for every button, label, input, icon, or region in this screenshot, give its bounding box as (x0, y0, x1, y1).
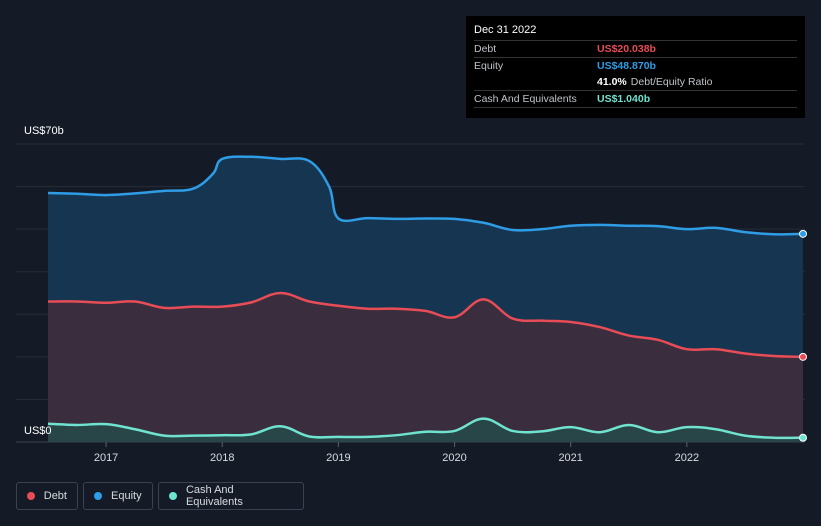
tooltip-cash-value: US$1.040b (597, 93, 651, 105)
chart-areas (48, 156, 803, 443)
cash-dot-icon (169, 492, 177, 500)
chart-end-markers (799, 229, 807, 442)
legend-debt-label: Debt (43, 490, 67, 502)
tooltip-equity-row: Equity US$48.870b (474, 57, 797, 74)
cash-line (47, 417, 804, 440)
x-tick-label: 2020 (442, 452, 466, 464)
chart-tooltip: Dec 31 2022 Debt US$20.038b Equity US$48… (466, 16, 805, 118)
x-axis-ticks: 2017 2018 2019 2020 2021 2022 (94, 442, 699, 464)
legend-debt[interactable]: Debt (16, 482, 78, 510)
y-axis-max-label: US$70b (24, 125, 64, 137)
legend-equity[interactable]: Equity (83, 482, 153, 510)
x-tick-label: 2019 (326, 452, 350, 464)
x-tick-label: 2021 (558, 452, 582, 464)
tooltip-ratio-value: 41.0% (597, 76, 627, 88)
tooltip-equity-label: Equity (474, 60, 504, 72)
debt-end-marker (799, 352, 807, 361)
tooltip-ratio-row: 41.0% Debt/Equity Ratio (474, 74, 797, 90)
tooltip-debt-row: Debt US$20.038b (474, 40, 797, 57)
debt-line (47, 291, 804, 359)
legend-cash-label: Cash And Equivalents (185, 484, 243, 508)
tooltip-debt-value: US$20.038b (597, 43, 656, 55)
tooltip-cash-label: Cash And Equivalents (474, 93, 577, 105)
x-tick-label: 2022 (675, 452, 699, 464)
chart-lines (47, 155, 804, 440)
tooltip-cash-row: Cash And Equivalents US$1.040b (474, 90, 797, 108)
cash-end-marker (799, 433, 807, 442)
equity-dot-icon (94, 492, 102, 500)
y-axis-min-label: US$0 (24, 425, 52, 437)
equity-end-marker (799, 229, 807, 238)
equity-line (47, 155, 804, 236)
tooltip-equity-value: US$48.870b (597, 60, 656, 72)
tooltip-debt-label: Debt (474, 43, 497, 55)
legend-equity-label: Equity (111, 490, 142, 502)
x-tick-label: 2018 (210, 452, 234, 464)
legend-cash[interactable]: Cash And Equivalents (158, 482, 304, 510)
tooltip-date: Dec 31 2022 (474, 24, 537, 36)
debt-area (48, 292, 803, 442)
x-tick-label: 2017 (94, 452, 118, 464)
debt-dot-icon (27, 492, 35, 500)
tooltip-ratio-label: Debt/Equity Ratio (630, 76, 713, 88)
